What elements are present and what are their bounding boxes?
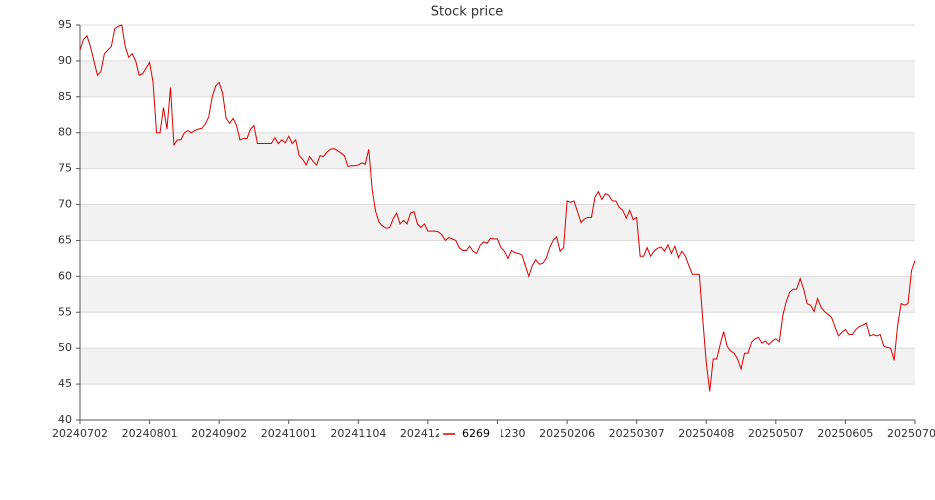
y-tick-label: 85 [58, 90, 72, 103]
y-tick-label: 75 [58, 162, 72, 175]
x-tick-label: 20250408 [678, 427, 734, 440]
y-tick-label: 45 [58, 377, 72, 390]
y-tick-label: 95 [58, 18, 72, 31]
grid-band [80, 60, 915, 97]
chart-title: Stock price [431, 5, 503, 20]
x-tick-label: 20240801 [122, 427, 178, 440]
x-tick-label: 20250703 [887, 427, 935, 440]
legend-label: 6269 [462, 427, 490, 440]
grid-band [80, 132, 915, 169]
y-tick-label: 55 [58, 305, 72, 318]
x-tick-label: 20250307 [609, 427, 665, 440]
x-tick-label: 20240702 [52, 427, 108, 440]
grid-band [80, 348, 915, 385]
legend-box [439, 425, 501, 443]
x-tick-label: 20240902 [191, 427, 247, 440]
x-tick-label: 20241104 [330, 427, 386, 440]
series-line [79, 24, 916, 392]
x-tick-label: 20250605 [817, 427, 873, 440]
x-tick-label: 20241001 [261, 427, 317, 440]
y-tick-label: 70 [58, 198, 72, 211]
grid-band [80, 276, 915, 313]
x-tick-label: 20250507 [748, 427, 804, 440]
y-tick-label: 40 [58, 413, 72, 426]
y-tick-label: 65 [58, 233, 72, 246]
grid-band [80, 204, 915, 241]
x-tick-label: 20250206 [539, 427, 595, 440]
y-tick-label: 80 [58, 126, 72, 139]
y-tick-label: 90 [58, 54, 72, 67]
y-tick-label: 60 [58, 269, 72, 282]
y-tick-label: 50 [58, 341, 72, 354]
